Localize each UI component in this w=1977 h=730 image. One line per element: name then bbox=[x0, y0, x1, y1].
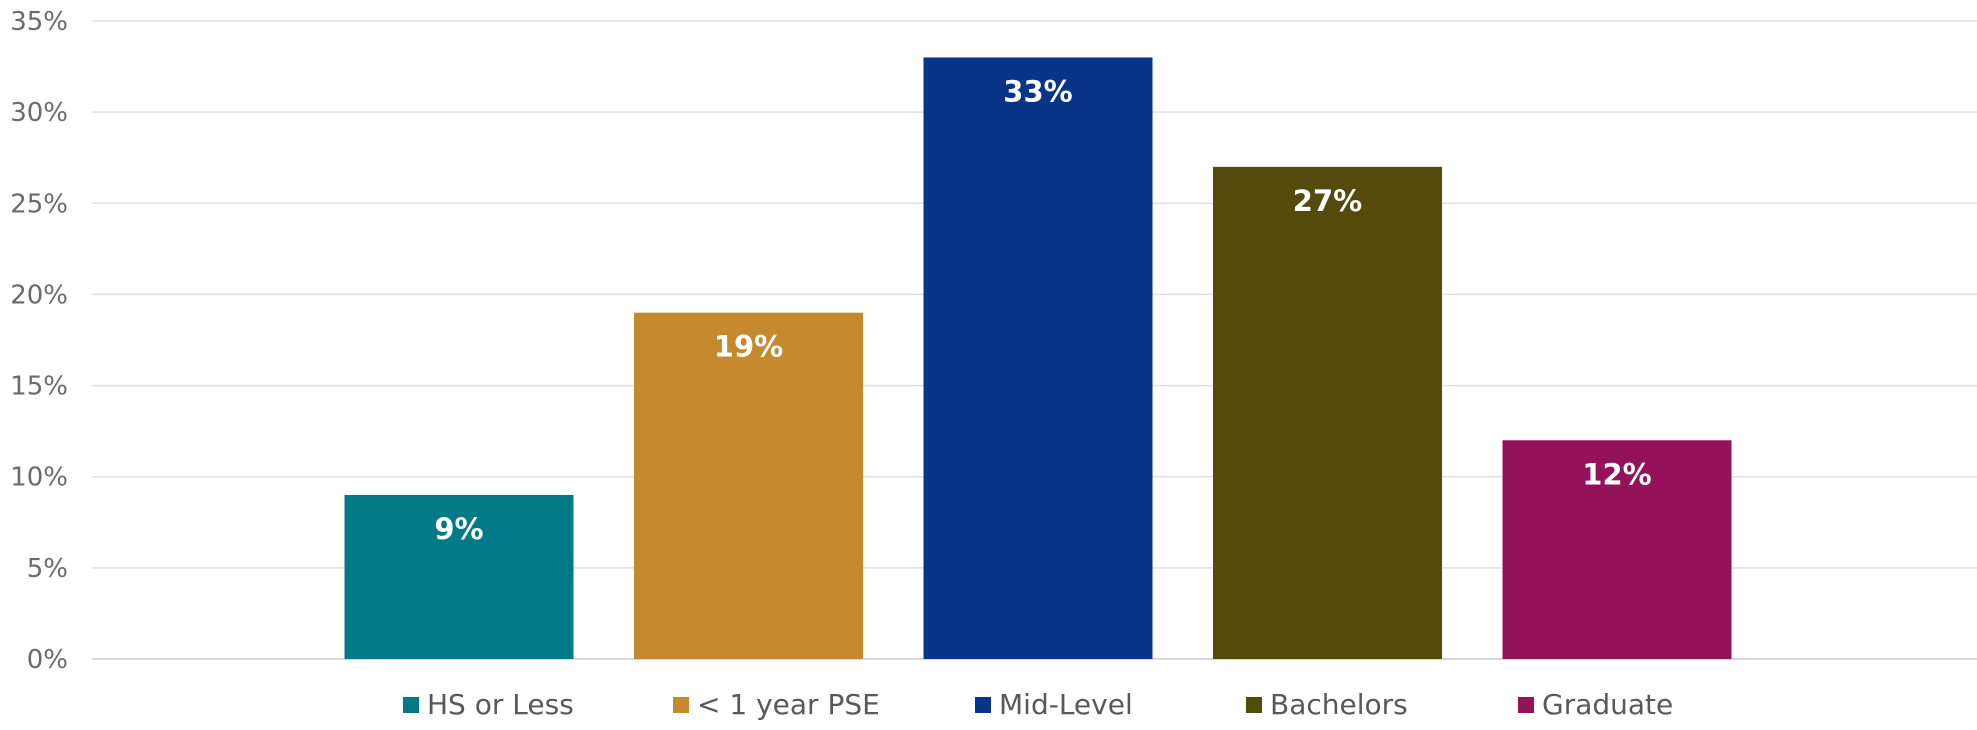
legend-label-1-year-pse: < 1 year PSE bbox=[697, 688, 880, 721]
bar-hs-or-less bbox=[344, 494, 574, 659]
y-tick-label: 20% bbox=[10, 280, 68, 310]
legend-swatch-graduate bbox=[1518, 697, 1534, 713]
legend-label-graduate: Graduate bbox=[1542, 688, 1673, 721]
bars bbox=[344, 57, 1732, 660]
legend-swatch-bachelors bbox=[1246, 697, 1262, 713]
data-label-graduate: 12% bbox=[1582, 457, 1651, 491]
bar-mid-level bbox=[923, 57, 1153, 659]
data-labels: 9% 19% 33% 27% 12% bbox=[434, 74, 1651, 545]
legend-swatch-1-year-pse bbox=[673, 697, 689, 713]
y-tick-label: 25% bbox=[10, 189, 68, 219]
y-tick-label: 10% bbox=[10, 463, 68, 493]
legend-label-mid-level: Mid-Level bbox=[999, 688, 1133, 721]
bar-bachelors bbox=[1213, 166, 1442, 660]
legend-swatch-hs-or-less bbox=[403, 697, 419, 713]
data-label-hs-or-less: 9% bbox=[434, 512, 483, 546]
bar-graduate bbox=[1502, 440, 1732, 659]
legend-swatch-mid-level bbox=[975, 697, 991, 713]
data-label-mid-level: 33% bbox=[1003, 74, 1072, 108]
data-label-bachelors: 27% bbox=[1293, 184, 1362, 218]
data-label-1-year-pse: 19% bbox=[714, 330, 783, 364]
legend-label-hs-or-less: HS or Less bbox=[427, 688, 574, 721]
bar-1-year-pse bbox=[634, 312, 863, 659]
y-tick-label: 30% bbox=[10, 98, 68, 128]
y-axis-ticks: 0% 5% 10% 15% 20% 25% 30% 35% bbox=[10, 7, 68, 675]
y-tick-label: 35% bbox=[10, 7, 68, 37]
y-tick-label: 15% bbox=[10, 372, 68, 402]
legend: HS or Less < 1 year PSE Mid-Level Bachelors… bbox=[403, 688, 1673, 721]
legend-label-bachelors: Bachelors bbox=[1270, 688, 1408, 721]
y-tick-label: 5% bbox=[27, 554, 68, 584]
y-tick-label: 0% bbox=[27, 645, 68, 675]
